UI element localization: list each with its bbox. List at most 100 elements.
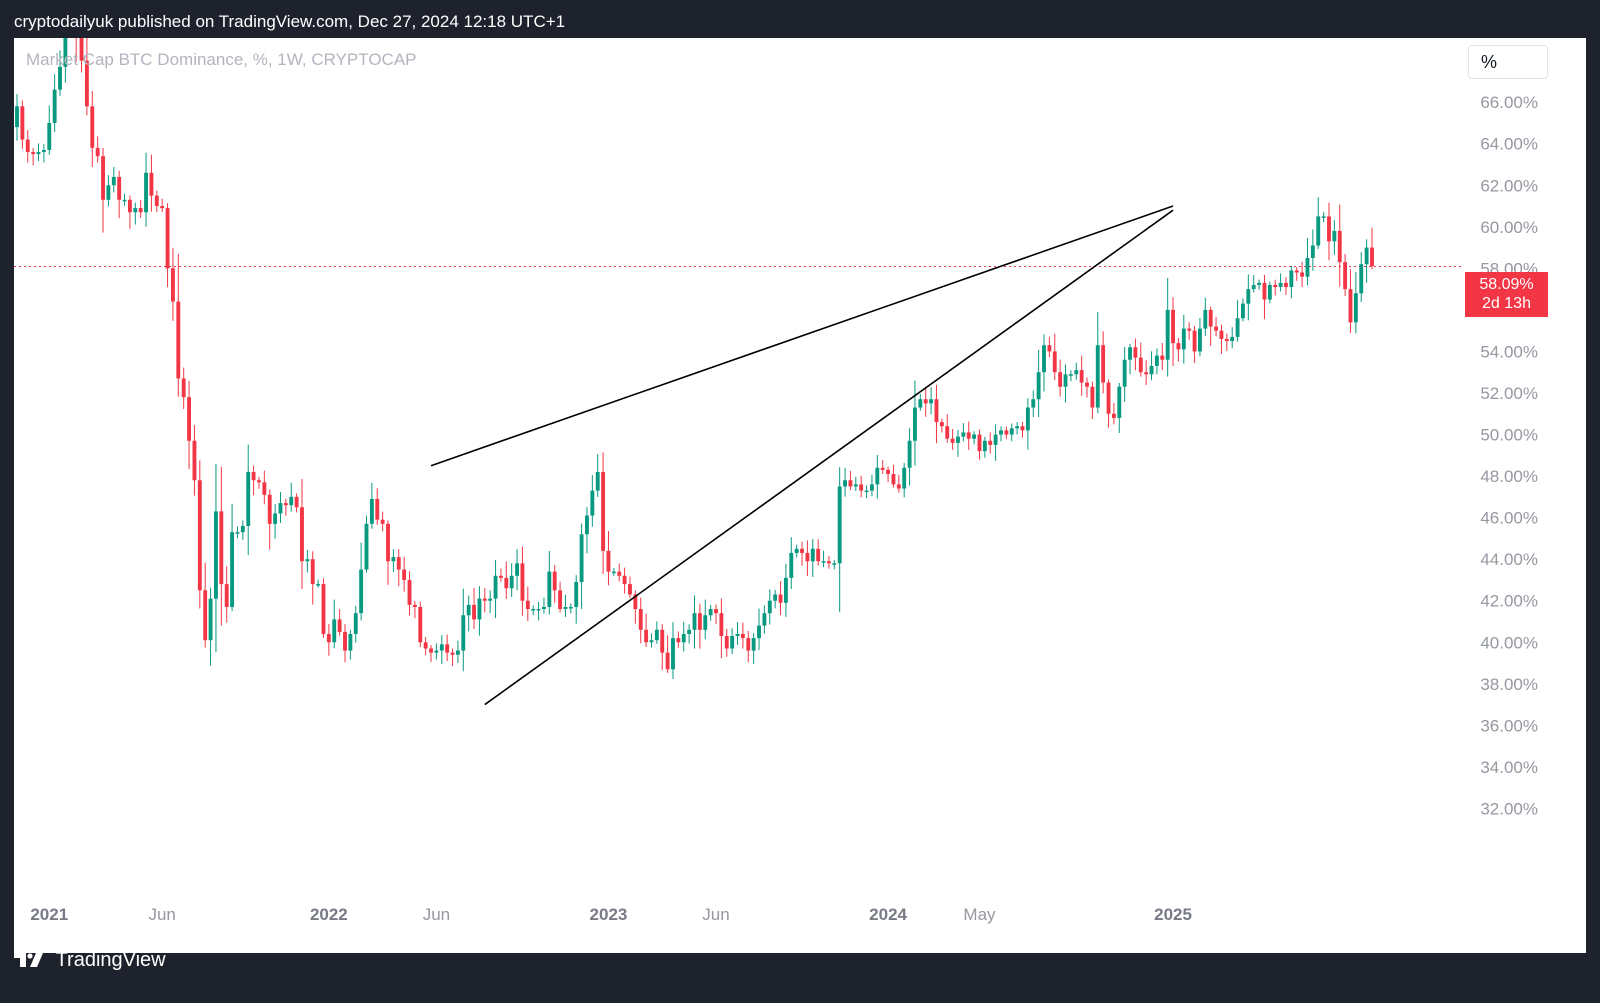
candle — [671, 622, 675, 680]
candle-body — [310, 559, 315, 585]
candle-body — [294, 496, 299, 508]
candle-body — [1154, 355, 1159, 366]
candle — [988, 432, 993, 454]
candle — [58, 50, 62, 96]
candle-body — [961, 432, 966, 437]
candle-body — [773, 594, 778, 601]
candle-body — [1208, 309, 1213, 327]
candle — [1230, 327, 1235, 349]
candle — [187, 380, 191, 470]
y-tick-label: 40.00% — [1480, 633, 1538, 652]
candle — [1262, 274, 1267, 320]
candle — [848, 470, 853, 491]
candle-body — [375, 498, 380, 520]
chart-panel[interactable]: 32.00% 34.00% 36.00% 38.00% 40.00% 42.00% 44.0… — [14, 38, 1586, 953]
candle — [923, 387, 928, 417]
candle — [1241, 298, 1245, 322]
brand-footer[interactable]: TradingView — [14, 950, 414, 1003]
candle — [257, 477, 261, 489]
candle-body — [1289, 270, 1294, 288]
candle — [1133, 338, 1138, 371]
candle-body — [1031, 399, 1036, 408]
candle-body — [439, 644, 444, 651]
candle — [1246, 274, 1251, 321]
candle — [687, 624, 692, 644]
candle-body — [1138, 357, 1143, 373]
candle — [1095, 312, 1100, 414]
candle — [1176, 338, 1181, 362]
candle — [585, 507, 589, 554]
candle — [740, 622, 745, 649]
candle — [982, 436, 987, 458]
tradingview-wordmark: TradingView — [55, 949, 166, 971]
candle-body — [1015, 426, 1020, 429]
candle-body — [585, 515, 589, 535]
candle-body — [891, 474, 896, 485]
candle — [783, 563, 788, 617]
candlestick-chart[interactable]: 32.00% 34.00% 36.00% 38.00% 40.00% 42.00% 44.0… — [14, 38, 1586, 953]
candle — [407, 571, 412, 616]
candle-body — [402, 569, 407, 580]
candle — [1284, 277, 1288, 296]
candle-body — [654, 629, 659, 641]
candle — [348, 629, 353, 660]
candle-body — [1203, 309, 1208, 329]
candle — [127, 195, 132, 229]
candle — [493, 560, 498, 619]
candle — [1289, 265, 1294, 299]
scale-toggle-button[interactable]: % — [1468, 45, 1548, 79]
candle-body — [1042, 345, 1046, 373]
candle-body — [246, 471, 251, 526]
candle — [800, 541, 804, 566]
candle-body — [697, 613, 702, 630]
candle — [111, 167, 116, 193]
candle — [837, 467, 842, 613]
candle — [1203, 297, 1208, 336]
candle-body — [999, 430, 1003, 435]
candle — [950, 429, 955, 450]
candle — [472, 587, 476, 630]
x-tick-label: 2024 — [869, 905, 907, 924]
candle-body — [396, 557, 401, 570]
candle — [1149, 351, 1154, 381]
candle-body — [1058, 372, 1063, 387]
candle — [95, 136, 100, 163]
candle — [810, 539, 815, 577]
candle-body — [552, 571, 557, 591]
candle-body — [907, 440, 912, 468]
candle-body — [794, 548, 799, 553]
candle-body — [1273, 284, 1278, 288]
candle — [929, 387, 934, 415]
y-tick-label: 46.00% — [1480, 509, 1538, 528]
candle — [891, 464, 896, 488]
candle-body — [170, 268, 175, 302]
candle-body — [536, 609, 541, 611]
candle — [251, 465, 256, 496]
candle — [939, 418, 944, 433]
candle — [654, 621, 659, 644]
candle — [1128, 343, 1132, 375]
candle — [498, 568, 503, 582]
candle — [230, 503, 235, 612]
candle-body — [15, 106, 19, 128]
candle — [122, 193, 127, 206]
candle — [1348, 269, 1353, 333]
candle — [853, 476, 858, 492]
candle — [563, 594, 568, 617]
candle — [192, 425, 197, 496]
candle-body — [638, 609, 643, 630]
candle — [262, 470, 267, 505]
candle-body — [240, 525, 245, 533]
candle — [316, 579, 321, 588]
candle — [617, 563, 622, 582]
candle-body — [972, 434, 977, 439]
candle-body — [1117, 386, 1122, 418]
candle-body — [267, 494, 272, 524]
candle-body — [369, 498, 374, 524]
candle — [794, 544, 799, 558]
candle-body — [47, 122, 52, 150]
candle — [644, 613, 649, 647]
candle-body — [214, 511, 218, 599]
candle — [1020, 422, 1025, 438]
candle-body — [391, 557, 396, 562]
